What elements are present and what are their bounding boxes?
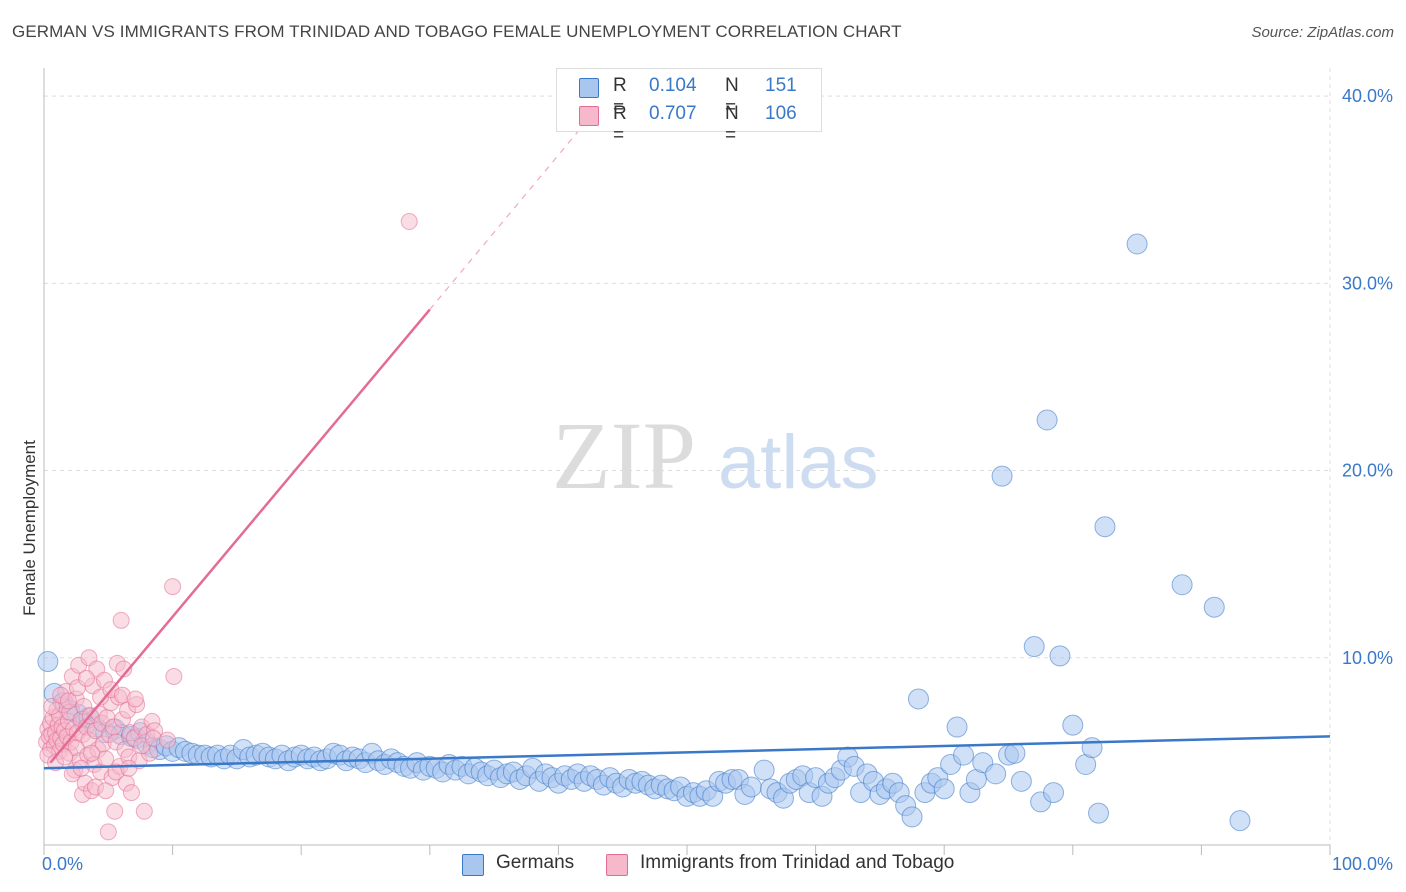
point-trinidad [164,578,182,596]
trend-extension-trinidad [429,123,585,310]
point-germans [37,651,59,673]
n-value: 151 [765,75,797,96]
x-tick-label: 0.0% [42,854,83,874]
chart-title: GERMAN VS IMMIGRANTS FROM TRINIDAD AND T… [12,22,902,41]
watermark-atlas: atlas [718,420,879,505]
r-value: 0.707 [649,103,697,124]
y-tick-label: 40.0% [1342,86,1393,106]
point-germans [1229,810,1251,832]
point-trinidad [97,750,115,768]
n-label: N = [725,103,739,146]
point-trinidad [59,692,77,710]
point-germans [1023,636,1045,658]
point-germans [1062,714,1084,736]
stats-box: R = 0.104 N = 151 R = 0.707 N = 106 [556,68,822,146]
watermark-zip: ZIP [552,402,696,509]
x-tick-label: 100.0% [1332,854,1393,874]
point-germans [753,759,775,781]
point-trinidad [112,611,130,629]
axes [43,68,1331,855]
trinidad-swatch [579,106,599,126]
point-germans [933,778,955,800]
source-note: Source: ZipAtlas.com [1251,24,1394,41]
point-germans [1171,574,1193,596]
r-label: R = [613,103,627,146]
trend-line-trinidad [49,308,431,764]
watermark: ZIP atlas [552,402,879,509]
point-trinidad [144,729,162,747]
point-trinidad [77,669,95,687]
point-germans [1088,802,1110,824]
point-trinidad [106,802,124,820]
point-germans [901,806,923,828]
point-germans [1203,596,1225,618]
point-trinidad [158,731,176,749]
legend-label-germans: Germans [496,852,575,873]
point-trinidad [97,782,115,800]
point-germans [952,744,974,766]
point-trinidad [83,744,101,762]
point-germans [1043,782,1065,804]
point-germans [740,776,762,798]
point-trinidad [122,784,140,802]
point-germans [991,465,1013,487]
point-germans [946,716,968,738]
point-germans [1081,737,1103,759]
point-trinidad [165,667,183,685]
tick-labels: 10.0% 20.0% 30.0% 40.0% 0.0% 100.0% [42,86,1393,874]
point-germans [1004,742,1026,764]
y-axis-label: Female Unemployment [20,440,39,616]
point-trinidad [99,823,117,841]
y-tick-label: 20.0% [1342,461,1393,481]
y-tick-label: 30.0% [1342,273,1393,293]
germans-points [37,233,1251,832]
legend-swatch-trinidad [606,854,628,876]
legend-label-trinidad: Immigrants from Trinidad and Tobago [640,852,955,873]
point-germans [1094,516,1116,538]
point-germans [1049,645,1071,667]
r-value: 0.104 [649,75,697,96]
point-germans [1036,409,1058,431]
point-germans [1126,233,1148,255]
trend-line-germans [43,735,1331,770]
point-trinidad [135,802,153,820]
germans-swatch [579,78,599,98]
y-tick-label: 10.0% [1342,648,1393,668]
point-germans [907,688,929,710]
n-label: N = [725,75,739,118]
r-label: R = [613,75,627,118]
point-trinidad [400,213,418,231]
point-trinidad [43,697,61,715]
legend-swatch-germans [462,854,484,876]
point-trinidad [126,690,144,708]
trend-lines [43,123,1331,770]
point-germans [985,763,1007,785]
n-value: 106 [765,103,797,124]
point-trinidad [120,759,138,777]
point-germans [1010,770,1032,792]
